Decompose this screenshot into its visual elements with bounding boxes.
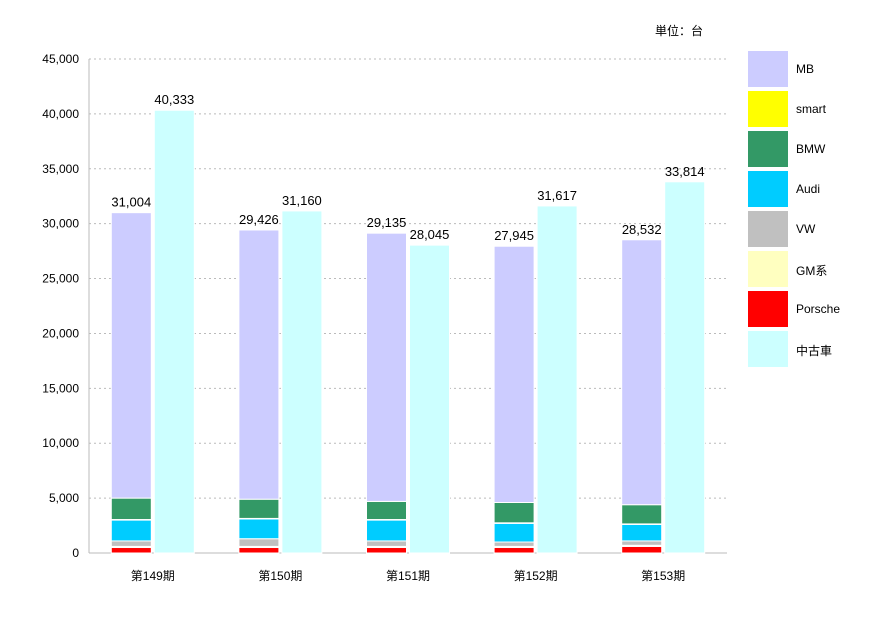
legend-item-vw: VW (748, 211, 878, 247)
bar-segment (493, 522, 535, 543)
legend-label-gm: GM系 (796, 264, 828, 278)
bar-segment (110, 212, 152, 499)
y-tick-label: 45,000 (42, 52, 79, 66)
y-tick-label: 25,000 (42, 272, 79, 286)
bar-segment (621, 523, 663, 542)
y-tick-label: 30,000 (42, 217, 79, 231)
stack-total-label: 27,945 (494, 228, 534, 243)
legend-label-bmw: BMW (796, 142, 826, 156)
legend: MB smart BMW Audi VW GM系 Porsche 中古車 (748, 51, 878, 371)
legend-label-vw: VW (796, 222, 816, 236)
stack-total-label: 31,004 (111, 195, 151, 210)
legend-label-smart: smart (796, 102, 826, 116)
used-car-bar (536, 205, 578, 554)
bar-segment (110, 540, 152, 547)
unit-note: 単位：台 (655, 24, 704, 38)
bar-segment (238, 498, 280, 519)
legend-item-audi: Audi (748, 171, 878, 207)
stack-total-label: 29,135 (367, 215, 407, 230)
used-car-label: 31,617 (537, 188, 577, 203)
legend-label-mb: MB (796, 62, 814, 76)
legend-item-gm: GM系 (748, 251, 878, 287)
legend-item-used: 中古車 (748, 331, 878, 367)
legend-swatch-mb (748, 51, 788, 87)
y-tick-label: 0 (72, 546, 79, 560)
y-tick-label: 10,000 (42, 436, 79, 450)
bar-segment (493, 547, 535, 554)
bar-segment (238, 229, 280, 500)
bar-segment (366, 500, 407, 521)
used-car-label: 33,814 (665, 164, 705, 179)
stack-total-label: 29,426 (239, 212, 279, 227)
bar-segment (621, 540, 663, 546)
bar-segment (110, 547, 152, 554)
used-car-label: 28,045 (410, 227, 450, 242)
bar-segment (238, 518, 280, 540)
used-car-bar (409, 244, 450, 554)
bar-segment (366, 540, 407, 547)
legend-item-smart: smart (748, 91, 878, 127)
x-tick-label: 第150期 (258, 569, 302, 583)
y-tick-label: 20,000 (42, 326, 79, 340)
legend-label-audi: Audi (796, 182, 821, 196)
legend-swatch-vw (748, 211, 788, 247)
stack-total-label: 28,532 (622, 222, 662, 237)
legend-item-porsche: Porsche (748, 291, 878, 327)
y-tick-label: 15,000 (42, 381, 79, 395)
bar-segment (493, 502, 535, 524)
legend-item-bmw: BMW (748, 131, 878, 167)
legend-label-porsche: Porsche (796, 302, 841, 316)
bar-segment (366, 232, 407, 502)
used-car-label: 40,333 (154, 92, 194, 107)
legend-swatch-audi (748, 171, 788, 207)
legend-label-used: 中古車 (796, 344, 833, 358)
legend-swatch-bmw (748, 131, 788, 167)
x-tick-label: 第151期 (386, 569, 430, 583)
used-car-bar (153, 109, 195, 554)
legend-swatch-smart (748, 91, 788, 127)
legend-swatch-used (748, 331, 788, 367)
legend-swatch-porsche (748, 291, 788, 327)
used-car-label: 31,160 (282, 193, 322, 208)
bar-segment (621, 239, 663, 506)
y-tick-label: 40,000 (42, 107, 79, 121)
x-tick-label: 第152期 (514, 569, 558, 583)
bar-segment (238, 547, 280, 554)
bar-segment (621, 545, 663, 554)
bar-segment (493, 541, 535, 547)
bar-segment (366, 547, 407, 554)
legend-item-mb: MB (748, 51, 878, 87)
used-car-bar (664, 181, 706, 554)
bar-segment (110, 497, 152, 521)
x-tick-label: 第153期 (641, 569, 685, 583)
x-tick-label: 第149期 (131, 569, 175, 583)
bar-segment (621, 504, 663, 525)
y-tick-label: 5,000 (49, 491, 79, 505)
bar-segment (238, 538, 280, 547)
bar-segment (493, 245, 535, 504)
y-tick-label: 35,000 (42, 162, 79, 176)
bar-segment (110, 519, 152, 542)
used-car-bar (281, 210, 323, 554)
bar-segment (366, 519, 407, 542)
legend-swatch-gm (748, 251, 788, 287)
